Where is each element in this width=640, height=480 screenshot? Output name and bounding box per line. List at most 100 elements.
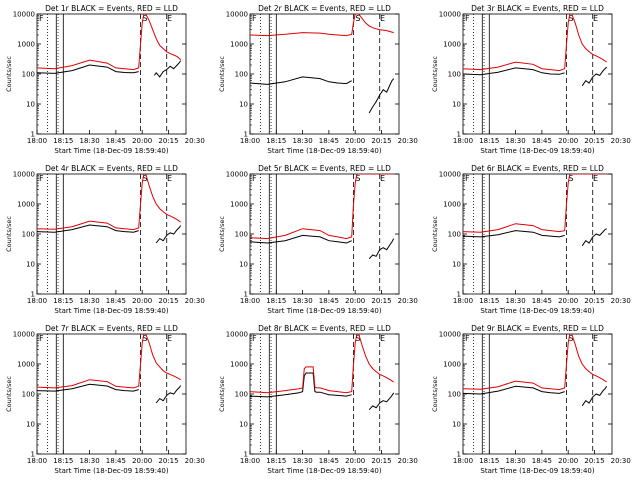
- x-tick-label: 18:15: [53, 457, 73, 465]
- annotation-f: F: [252, 334, 257, 343]
- y-tick-label: 100: [235, 71, 248, 79]
- lld-post-series-line: [145, 334, 181, 381]
- events-series-line: [463, 385, 565, 395]
- lld-series-line: [463, 14, 571, 72]
- annotation-f: F: [39, 14, 44, 23]
- lld-post-series-line: [358, 14, 394, 34]
- y-tick-label: 10000: [439, 11, 461, 19]
- x-tick-label: 18:15: [266, 137, 286, 145]
- annotation-e: E: [380, 14, 385, 23]
- y-tick-label: 1: [31, 131, 35, 139]
- y-tick-label: 10: [26, 101, 35, 109]
- x-tick-label: 20:15: [584, 137, 604, 145]
- x-tick-label: 20:15: [371, 457, 391, 465]
- x-axis-label: Start Time (18-Dec-09 18:59:40): [54, 147, 168, 155]
- x-tick-label: 20:30: [611, 457, 631, 465]
- events-post-series-line: [153, 60, 182, 78]
- x-tick-label: 18:00: [27, 457, 47, 465]
- x-tick-label: 18:15: [53, 137, 73, 145]
- annotation-f: F: [465, 174, 470, 183]
- lld-series-line: [37, 174, 145, 231]
- x-tick-label: 20:00: [558, 457, 578, 465]
- y-tick-label: 10000: [226, 171, 248, 179]
- x-tick-label: 18:30: [292, 457, 312, 465]
- x-tick-label: 18:45: [532, 457, 552, 465]
- lld-series-line: [250, 14, 357, 37]
- chart-title: Det 4r BLACK = Events, RED = LLD: [45, 164, 178, 173]
- y-tick-label: 10000: [13, 331, 35, 339]
- events-post-series-line: [581, 386, 608, 407]
- annotation-s: S: [142, 14, 147, 23]
- x-tick-label: 20:15: [371, 137, 391, 145]
- x-tick-label: 20:15: [158, 297, 178, 305]
- x-tick-label: 20:15: [371, 297, 391, 305]
- annotation-s: S: [355, 14, 360, 23]
- y-tick-label: 10: [452, 101, 461, 109]
- x-axis-label: Start Time (18-Dec-09 18:59:40): [267, 147, 381, 155]
- plot-frame: [36, 13, 187, 135]
- chart-title: Det 7r BLACK = Events, RED = LLD: [45, 324, 178, 333]
- events-series-line: [250, 234, 352, 244]
- x-axis-label: Start Time (18-Dec-09 18:59:40): [480, 467, 594, 475]
- y-tick-label: 1: [31, 291, 35, 299]
- lld-series-line: [463, 174, 571, 233]
- x-tick-label: 18:15: [266, 457, 286, 465]
- chart-title: Det 8r BLACK = Events, RED = LLD: [258, 324, 391, 333]
- annotation-e: E: [167, 334, 172, 343]
- y-tick-label: 10000: [13, 171, 35, 179]
- y-tick-label: 100: [448, 71, 461, 79]
- x-axis-label: Start Time (18-Dec-09 18:59:40): [54, 467, 168, 475]
- y-tick-label: 10: [239, 101, 248, 109]
- y-tick-label: 10: [239, 421, 248, 429]
- y-tick-label: 1000: [17, 41, 35, 49]
- y-tick-label: 10: [239, 261, 248, 269]
- events-post-series-line: [155, 385, 182, 404]
- annotation-s: S: [355, 174, 360, 183]
- chart-title: Det 6r BLACK = Events, RED = LLD: [471, 164, 604, 173]
- events-series-line: [250, 372, 352, 398]
- y-tick-label: 1000: [230, 201, 248, 209]
- y-tick-label: 100: [22, 71, 35, 79]
- y-tick-label: 10: [452, 421, 461, 429]
- x-tick-label: 20:00: [132, 297, 152, 305]
- x-tick-label: 18:00: [240, 137, 260, 145]
- y-tick-label: 1: [244, 291, 248, 299]
- x-tick-label: 20:30: [398, 457, 418, 465]
- lld-post-series-line: [571, 334, 607, 383]
- y-tick-label: 1: [31, 451, 35, 459]
- x-tick-label: 20:15: [584, 457, 604, 465]
- x-tick-label: 18:45: [106, 297, 126, 305]
- y-tick-label: 100: [235, 231, 248, 239]
- y-tick-label: 10000: [13, 11, 35, 19]
- plot-frame: [249, 13, 400, 135]
- annotation-e: E: [380, 174, 385, 183]
- annotation-s: S: [142, 334, 147, 343]
- x-tick-label: 18:00: [240, 457, 260, 465]
- y-tick-label: 10: [26, 261, 35, 269]
- x-tick-label: 18:30: [79, 137, 99, 145]
- x-tick-label: 20:30: [398, 297, 418, 305]
- y-axis-label: Counts/sec: [431, 216, 439, 252]
- events-post-series-line: [368, 392, 395, 411]
- plot-frame: [36, 333, 187, 455]
- x-tick-label: 18:15: [479, 137, 499, 145]
- y-tick-label: 1: [457, 451, 461, 459]
- x-axis-label: Start Time (18-Dec-09 18:59:40): [267, 307, 381, 315]
- x-tick-label: 18:45: [319, 137, 339, 145]
- annotation-e: E: [167, 14, 172, 23]
- annotation-f: F: [252, 14, 257, 23]
- chart-panel-7: Det 7r BLACK = Events, RED = LLD 1 10 100 10…: [5, 324, 205, 475]
- x-tick-label: 20:15: [158, 137, 178, 145]
- x-tick-label: 20:00: [132, 457, 152, 465]
- annotation-e: E: [593, 174, 598, 183]
- chart-panel-5: Det 5r BLACK = Events, RED = LLD 1 10 100 10…: [218, 164, 418, 315]
- x-tick-label: 20:30: [611, 137, 631, 145]
- events-series-line: [37, 224, 139, 233]
- x-tick-label: 18:00: [27, 137, 47, 145]
- x-tick-label: 18:00: [27, 297, 47, 305]
- events-post-series-line: [368, 238, 395, 260]
- y-tick-label: 1000: [230, 41, 248, 49]
- x-tick-label: 18:30: [505, 137, 525, 145]
- x-axis-label: Start Time (18-Dec-09 18:59:40): [480, 307, 594, 315]
- chart-title: Det 1r BLACK = Events, RED = LLD: [45, 4, 178, 13]
